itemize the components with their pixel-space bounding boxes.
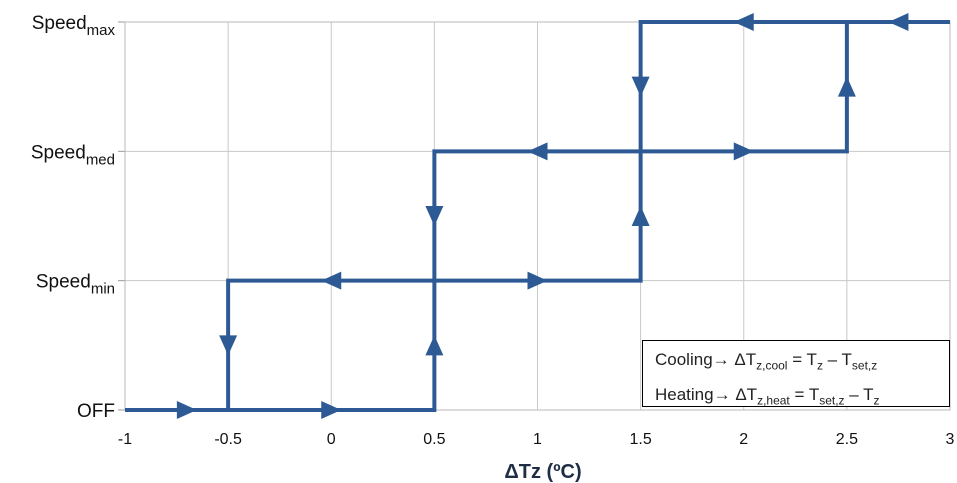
- legend-heating: Heating→ ΔTz,heat = Tset,z – Tz: [655, 385, 880, 408]
- direction-arrow: [425, 206, 444, 226]
- direction-arrow: [733, 142, 754, 161]
- y-tick-label: Speedmin: [36, 272, 115, 298]
- y-tick-label: Speedmed: [31, 142, 115, 168]
- series-arrows: [176, 13, 909, 419]
- y-tick-labels: OFF Speedmin Speedmed Speedmax: [31, 13, 116, 422]
- x-tick-label: 2: [739, 431, 748, 448]
- direction-arrow: [733, 13, 754, 31]
- direction-arrow: [631, 76, 650, 97]
- x-tick-label: -0.5: [214, 431, 242, 448]
- x-tick-labels: -1 -0.5 0 0.5 1 1.5 2 2.5 3: [118, 431, 955, 448]
- plot-frame: [124, 21, 951, 411]
- direction-arrow: [219, 335, 238, 356]
- series-line: [226, 20, 950, 410]
- x-tick-label: 0.5: [423, 431, 445, 448]
- y-tick-label: Speedmax: [32, 13, 116, 39]
- direction-arrow: [888, 13, 909, 31]
- y-tick-label: OFF: [77, 401, 115, 422]
- x-tick-label: 0: [327, 431, 336, 448]
- direction-arrow: [631, 206, 650, 226]
- x-axis-title: ΔTz (ºC): [504, 461, 581, 483]
- direction-arrow: [176, 401, 197, 419]
- x-tick-label: 1: [533, 431, 542, 448]
- direction-arrow: [425, 335, 444, 356]
- x-tick-label: 1.5: [630, 431, 652, 448]
- x-tick-label: 3: [946, 431, 955, 448]
- legend-cooling: Cooling→ ΔTz,cool = Tz – Tset,z: [655, 350, 878, 373]
- direction-arrow: [527, 271, 548, 290]
- direction-arrow: [321, 401, 342, 419]
- direction-arrow: [837, 76, 856, 97]
- legend-box: Cooling→ ΔTz,cool = Tz – Tset,z Heating→…: [642, 340, 950, 408]
- x-tick-label: 2.5: [836, 431, 858, 448]
- direction-arrow: [321, 271, 342, 290]
- direction-arrow: [527, 142, 548, 161]
- x-tick-label: -1: [118, 431, 132, 448]
